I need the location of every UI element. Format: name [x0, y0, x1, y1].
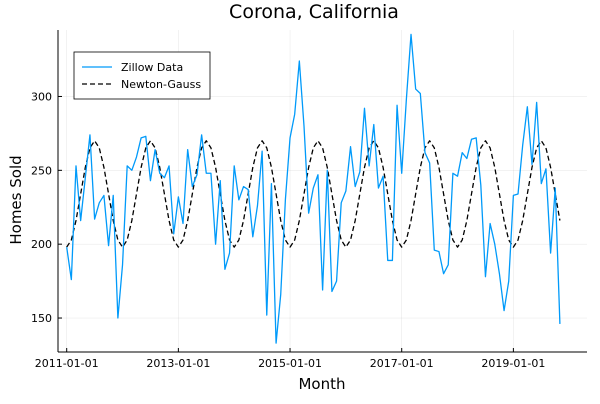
chart-title: Corona, California [229, 1, 399, 23]
zillow-data-line [66, 33, 561, 344]
y-tick-label: 300 [31, 90, 52, 103]
legend-label-newton-gauss: Newton-Gauss [121, 78, 201, 91]
newton-gauss-line [66, 140, 561, 248]
series-layer [66, 33, 561, 344]
x-tick-label: 2019-01-01 [481, 357, 545, 370]
x-tick-label: 2013-01-01 [146, 357, 210, 370]
legend-box [73, 51, 211, 100]
x-axis-title: Month [298, 375, 345, 393]
x-tick-label: 2017-01-01 [370, 357, 434, 370]
y-tick-label: 250 [31, 164, 52, 177]
y-axis-title: Homes Sold [7, 155, 25, 244]
legend-label-zillow-data: Zillow Data [121, 61, 183, 74]
axes-layer: 2011-01-01 2013-01-01 2015-01-01 2017-01-01… [31, 30, 587, 370]
x-tick-label: 2015-01-01 [258, 357, 322, 370]
y-tick-label: 150 [31, 312, 52, 325]
legend: Zillow Data Newton-Gauss [73, 51, 211, 100]
y-tick-label: 200 [31, 238, 52, 251]
x-tick-label: 2011-01-01 [35, 357, 99, 370]
